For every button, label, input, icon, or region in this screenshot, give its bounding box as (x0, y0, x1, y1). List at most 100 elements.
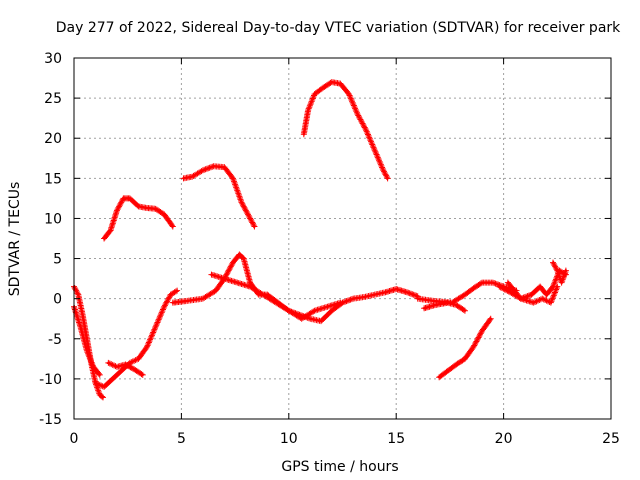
data-point (249, 219, 256, 226)
data-point (146, 338, 153, 345)
data-point (203, 165, 210, 172)
data-point (358, 119, 365, 126)
data-point (355, 113, 362, 120)
data-point (487, 315, 494, 322)
data-point (550, 259, 557, 266)
data-point (308, 99, 315, 106)
x-tick-label: 20 (495, 431, 513, 447)
y-tick-label: -5 (48, 332, 62, 348)
data-point (246, 214, 253, 221)
data-point (411, 292, 418, 299)
data-point (343, 298, 350, 305)
data-point (106, 228, 113, 235)
ticks: 0 5 10 15 20 25 -15 -10 -5 0 5 10 15 20 25 30 (39, 51, 620, 447)
data-point (86, 353, 93, 360)
y-tick-label: 5 (53, 252, 62, 268)
data-point (87, 358, 94, 365)
y-tick-label: 30 (44, 51, 62, 67)
data-point (93, 380, 100, 387)
data-point (342, 298, 349, 305)
data-point (477, 280, 484, 287)
data-point (160, 305, 167, 312)
data-point (305, 107, 312, 114)
data-point (169, 223, 176, 230)
data-point (92, 379, 99, 386)
series-arc-8 (208, 271, 344, 322)
data-point (489, 279, 496, 286)
data-point (161, 302, 168, 309)
data-point (553, 285, 560, 292)
data-point (85, 352, 92, 359)
data-point (377, 160, 384, 167)
data-point (476, 333, 483, 340)
data-point (543, 297, 550, 304)
series-arc-4 (105, 359, 146, 378)
data-point (223, 271, 230, 278)
data-point (497, 284, 504, 291)
data-point (363, 128, 370, 135)
data-point (369, 142, 376, 149)
chart-title: Day 277 of 2022, Sidereal Day-to-day VTE… (56, 20, 621, 36)
data-point (239, 200, 246, 207)
data-point (551, 290, 558, 297)
data-point (248, 218, 255, 225)
data-point (368, 140, 375, 147)
data-point (345, 91, 352, 98)
data-point (199, 167, 206, 174)
data-point (372, 148, 379, 155)
data-point (413, 292, 420, 299)
data-point (351, 103, 358, 110)
data-point (547, 299, 554, 306)
data-point (348, 96, 355, 103)
data-point (486, 316, 493, 323)
data-point (96, 371, 103, 378)
data-point (376, 158, 383, 165)
data-point (553, 266, 560, 273)
data-point (377, 161, 384, 168)
data-point (245, 212, 252, 219)
data-point (155, 316, 162, 323)
data-point (409, 291, 416, 298)
data-point (168, 222, 175, 229)
data-point (349, 99, 356, 106)
data-point (139, 371, 146, 378)
y-tick-label: -15 (39, 412, 62, 428)
data-point (375, 155, 382, 162)
data-point (132, 357, 139, 364)
data-point (553, 286, 560, 293)
data-point (84, 349, 91, 356)
data-point (164, 297, 171, 304)
data-point (378, 163, 385, 170)
data-point (372, 150, 379, 157)
data-point (96, 381, 103, 388)
data-point (148, 332, 155, 339)
data-point (115, 204, 122, 211)
data-point (380, 167, 387, 174)
data-point (472, 339, 479, 346)
data-point (144, 343, 151, 350)
data-point (228, 262, 235, 269)
data-point (347, 296, 354, 303)
data-point (153, 320, 160, 327)
data-point (74, 290, 81, 297)
x-tick-label: 15 (387, 431, 405, 447)
data-point (224, 270, 231, 277)
data-point (116, 203, 123, 210)
data-point (550, 292, 557, 299)
data-point (534, 297, 541, 304)
data-point (471, 342, 478, 349)
data-point (117, 200, 124, 207)
data-point (309, 96, 316, 103)
y-tick-label: 10 (44, 211, 62, 227)
data-point (227, 263, 234, 270)
data-point (306, 102, 313, 109)
data-point (367, 137, 374, 144)
data-point (247, 215, 254, 222)
data-point (158, 310, 165, 317)
data-point (227, 264, 234, 271)
data-point (384, 175, 391, 182)
data-point (145, 339, 152, 346)
data-point (205, 165, 212, 172)
